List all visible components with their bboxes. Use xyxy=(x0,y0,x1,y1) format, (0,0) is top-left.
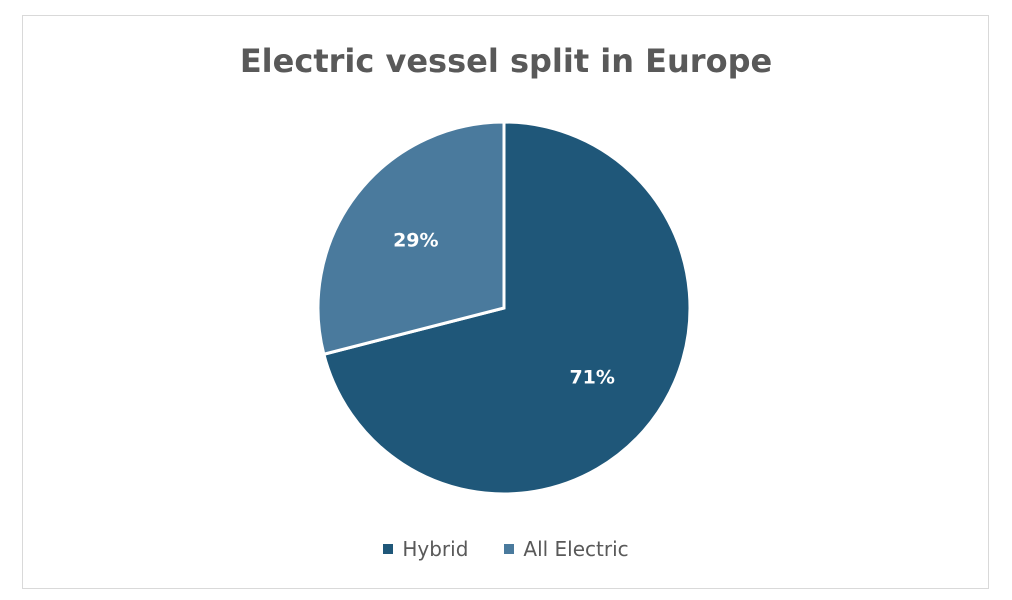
pie-slice-all-electric xyxy=(316,120,506,357)
legend: Hybrid All Electric xyxy=(0,537,1012,561)
legend-label: Hybrid xyxy=(402,537,469,561)
legend-label: All Electric xyxy=(523,537,629,561)
legend-item: All Electric xyxy=(504,537,629,561)
legend-swatch xyxy=(504,544,515,554)
chart-title: Electric vessel split in Europe xyxy=(239,42,773,80)
legend-swatch xyxy=(383,544,394,554)
chart-area xyxy=(22,15,989,589)
data-label: 71% xyxy=(569,366,614,388)
pie-slice-hybrid xyxy=(322,120,692,496)
legend-item: Hybrid xyxy=(383,537,468,561)
data-label: 29% xyxy=(393,230,438,252)
